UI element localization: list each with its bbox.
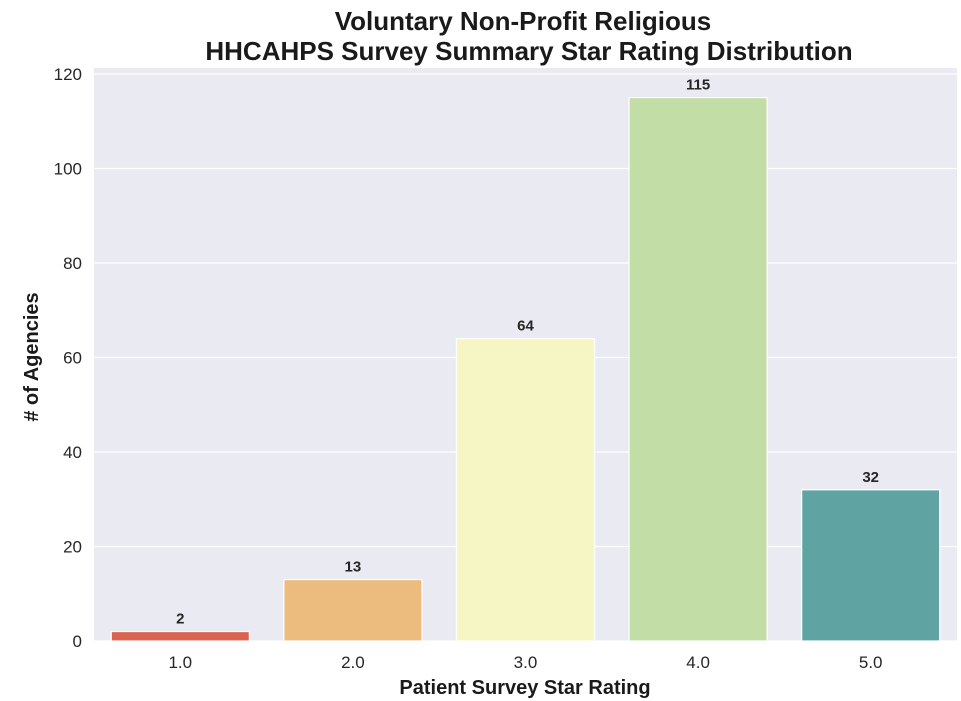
bar-2.0	[283, 578, 423, 642]
bar-4.0	[628, 97, 768, 642]
data-label: 2	[176, 611, 184, 628]
y-tick-label: 60	[63, 349, 82, 368]
data-label: 32	[862, 469, 879, 486]
x-tick-label: 1.0	[168, 653, 192, 672]
data-label: 115	[686, 77, 710, 94]
bar-3.0	[455, 338, 596, 642]
y-axis-label: # of Agencies	[21, 292, 43, 421]
chart-subtitle: HHCAHPS Survey Summary Star Rating Distr…	[205, 36, 852, 66]
y-tick-label: 40	[63, 443, 82, 462]
y-tick-labels: 0 20 40 60 80 100 120	[54, 65, 82, 651]
y-tick-label: 100	[54, 160, 82, 179]
data-labels-group: 2 13 64 115 32	[176, 77, 879, 628]
chart-title: Voluntary Non-Profit Religious	[335, 6, 712, 36]
bars-group	[110, 97, 941, 642]
x-axis-label: Patient Survey Star Rating	[399, 677, 650, 699]
bar-5.0	[801, 489, 941, 642]
x-tick-label: 3.0	[514, 653, 538, 672]
y-tick-label: 80	[63, 254, 82, 273]
bar-1.0	[110, 630, 250, 642]
y-tick-label: 0	[73, 632, 82, 651]
x-tick-labels: 1.0 2.0 3.0 4.0 5.0	[168, 653, 882, 672]
x-tick-label: 5.0	[859, 653, 883, 672]
data-label: 64	[517, 318, 534, 335]
y-tick-label: 120	[54, 65, 82, 84]
x-tick-label: 4.0	[686, 653, 710, 672]
y-tick-label: 20	[63, 538, 82, 557]
x-tick-label: 2.0	[341, 653, 365, 672]
data-label: 13	[345, 559, 362, 576]
